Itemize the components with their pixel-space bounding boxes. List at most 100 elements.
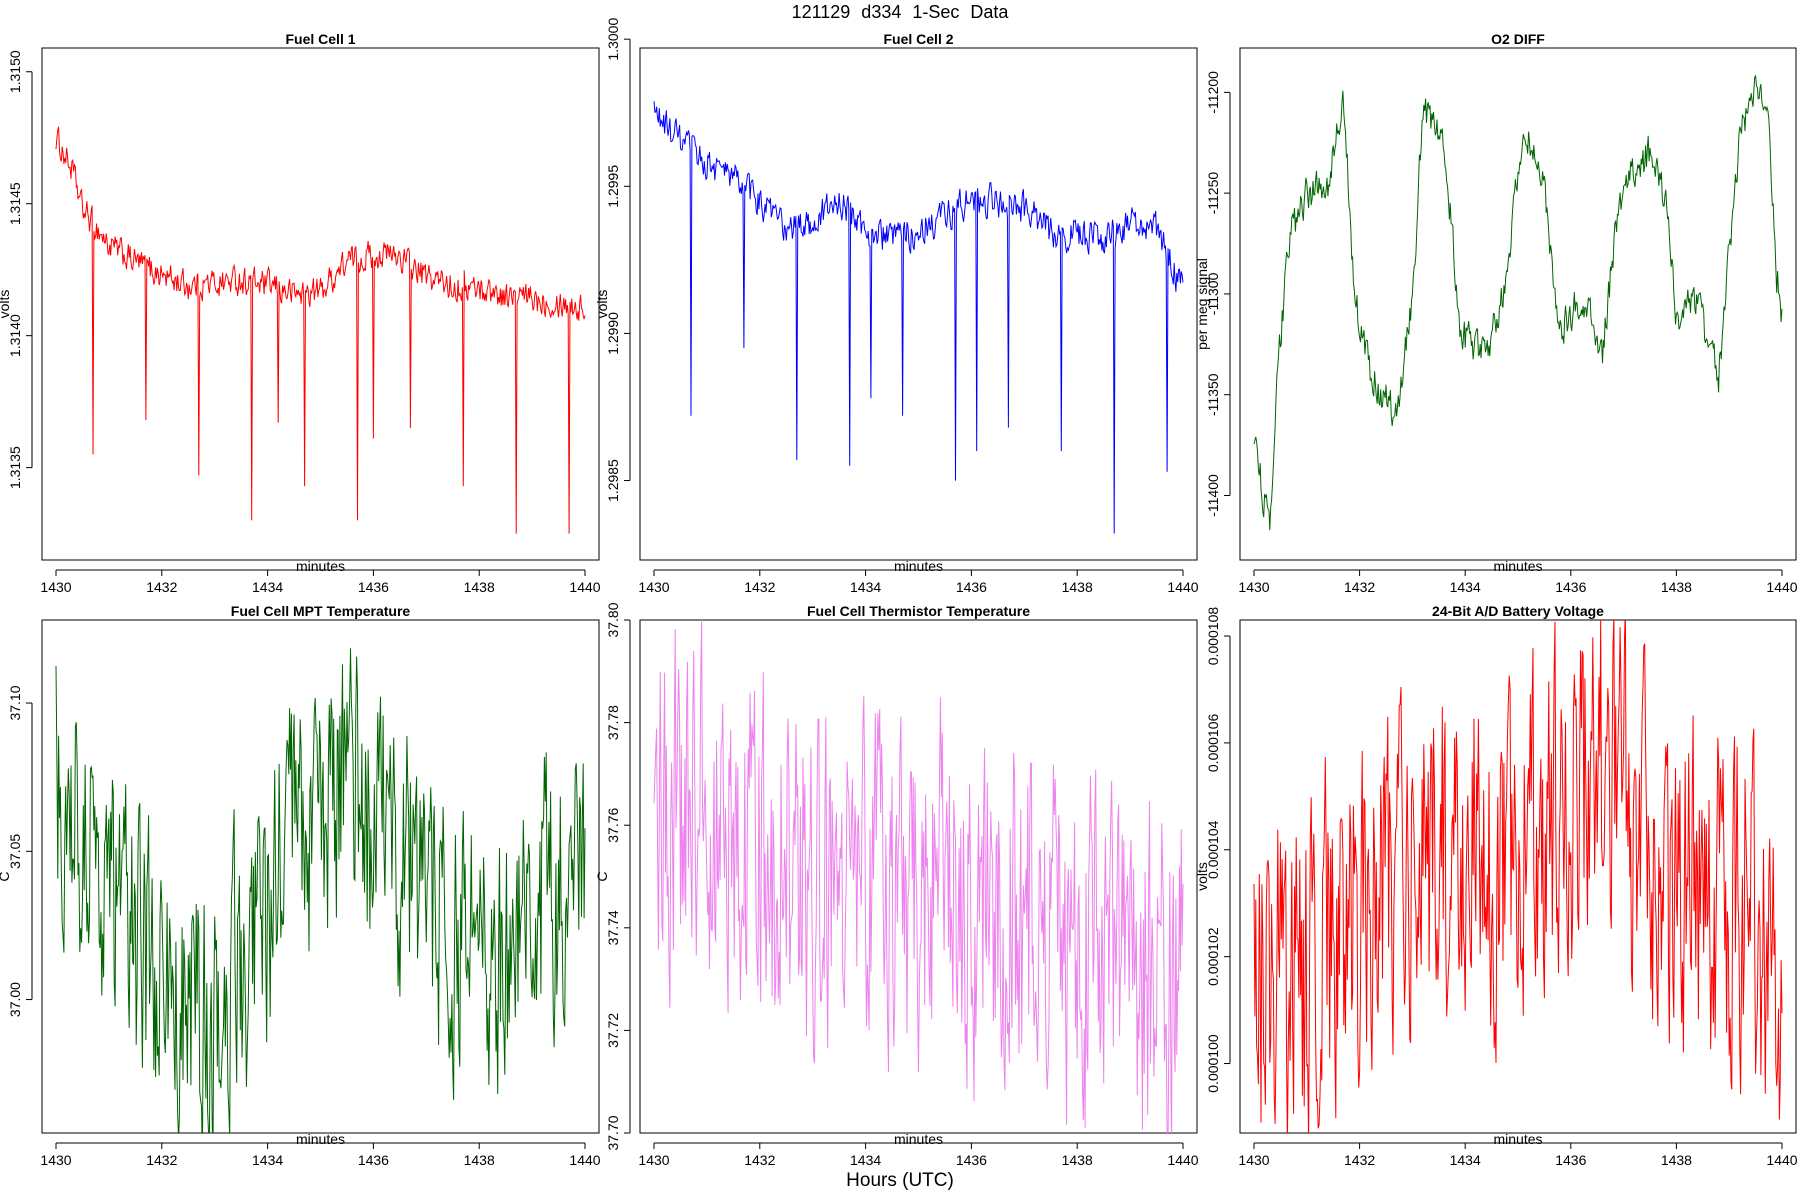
x-tick-label: 1440 — [569, 579, 600, 595]
x-axis-label: minutes — [894, 1131, 943, 1147]
x-tick-label: 1438 — [464, 1152, 495, 1168]
y-axis-label: volts — [594, 290, 610, 319]
x-tick-label: 1436 — [1555, 1152, 1586, 1168]
x-tick-label: 1434 — [252, 1152, 283, 1168]
x-tick-label: 1434 — [850, 579, 881, 595]
x-tick-label: 1430 — [638, 1152, 669, 1168]
x-tick-label: 1438 — [1661, 1152, 1692, 1168]
x-tick-label: 1436 — [956, 579, 987, 595]
series-line — [1253, 74, 1783, 531]
x-tick-label: 1432 — [146, 579, 177, 595]
x-tick-label: 1440 — [1167, 1152, 1198, 1168]
panel-title: Fuel Cell MPT Temperature — [231, 603, 411, 619]
y-tick-label: 1.3140 — [7, 314, 23, 357]
panel-1: Fuel Cell 1 1430 1432 1434 1436 1438 1440 minut… — [0, 31, 601, 595]
x-tick-label: 1436 — [358, 579, 389, 595]
series-line — [653, 620, 1184, 1133]
x-tick-label: 1430 — [1238, 579, 1269, 595]
figure-title: 121129 d334 1-Sec Data — [791, 2, 1009, 22]
y-tick-label: 1.2990 — [605, 312, 621, 355]
y-tick-label: 0.000100 — [1205, 1034, 1221, 1093]
y-tick-label: 1.3145 — [7, 182, 23, 225]
y-axis-label: volts — [1194, 862, 1210, 891]
y-axis-label: per meg signal — [1194, 258, 1210, 350]
series-line — [55, 648, 586, 1133]
y-axis-label: C — [594, 871, 610, 881]
panel-6: 24-Bit A/D Battery Voltage 1430 1432 1434 14… — [1194, 603, 1798, 1168]
y-axis-label: volts — [0, 290, 12, 319]
y-tick-label: 0.000104 — [1205, 820, 1221, 879]
y-tick-label: 1.2985 — [605, 459, 621, 502]
y-tick-label: 1.3150 — [7, 50, 23, 93]
x-tick-label: 1438 — [1661, 579, 1692, 595]
y-tick-label: 37.76 — [605, 807, 621, 842]
y-tick-label: 37.78 — [605, 705, 621, 740]
y-tick-label: 1.3000 — [605, 18, 621, 61]
x-tick-label: 1432 — [1344, 579, 1375, 595]
x-tick-label: 1440 — [1766, 1152, 1797, 1168]
panel-title: Fuel Cell Thermistor Temperature — [807, 603, 1030, 619]
y-tick-label: 0.000102 — [1205, 927, 1221, 986]
panel-title: Fuel Cell 1 — [285, 31, 355, 47]
x-tick-label: 1436 — [956, 1152, 987, 1168]
x-tick-label: 1432 — [744, 1152, 775, 1168]
y-tick-label: -11250 — [1205, 172, 1221, 215]
y-tick-label: -11400 — [1205, 474, 1221, 517]
x-tick-label: 1430 — [40, 1152, 71, 1168]
y-axis-label: C — [0, 871, 12, 881]
panel-title: Fuel Cell 2 — [883, 31, 953, 47]
x-axis-label: minutes — [1493, 558, 1542, 574]
panel-2: Fuel Cell 2 1430 1432 1434 1436 1438 1440 minut… — [594, 18, 1199, 595]
y-tick-label: 37.00 — [7, 982, 23, 1017]
y-tick-label: 37.70 — [605, 1115, 621, 1150]
panel-title: O2 DIFF — [1491, 31, 1545, 47]
x-tick-label: 1430 — [638, 579, 669, 595]
y-tick-label: 0.000106 — [1205, 714, 1221, 773]
plot-frame — [41, 619, 600, 1134]
x-tick-label: 1434 — [1450, 579, 1481, 595]
x-tick-label: 1438 — [464, 579, 495, 595]
plot-frame — [639, 619, 1198, 1134]
x-tick-label: 1440 — [1766, 579, 1797, 595]
x-tick-label: 1438 — [1062, 1152, 1093, 1168]
x-tick-label: 1440 — [569, 1152, 600, 1168]
y-tick-label: 0.000108 — [1205, 607, 1221, 666]
series-line — [1253, 620, 1783, 1133]
x-tick-label: 1430 — [40, 579, 71, 595]
x-tick-label: 1430 — [1238, 1152, 1269, 1168]
y-tick-label: 37.05 — [7, 834, 23, 869]
outer-x-axis-label: Hours (UTC) — [846, 1170, 954, 1191]
x-tick-label: 1436 — [358, 1152, 389, 1168]
panel-3: O2 DIFF 1430 1432 1434 1436 1438 1440 minutes -1… — [1194, 31, 1798, 595]
x-tick-label: 1440 — [1167, 579, 1198, 595]
plot-frame — [639, 47, 1198, 561]
x-axis-label: minutes — [894, 558, 943, 574]
y-tick-label: 37.72 — [605, 1013, 621, 1048]
series-line — [55, 126, 586, 534]
x-tick-label: 1438 — [1062, 579, 1093, 595]
x-axis-label: minutes — [296, 558, 345, 574]
x-tick-label: 1434 — [1450, 1152, 1481, 1168]
plot-frame — [41, 47, 600, 561]
panel-title: 24-Bit A/D Battery Voltage — [1432, 603, 1604, 619]
x-tick-label: 1432 — [1344, 1152, 1375, 1168]
y-tick-label: 1.3135 — [7, 446, 23, 489]
series-line — [653, 101, 1184, 534]
x-tick-label: 1432 — [146, 1152, 177, 1168]
x-tick-label: 1434 — [850, 1152, 881, 1168]
y-tick-label: -11200 — [1205, 71, 1221, 114]
x-axis-label: minutes — [1493, 1131, 1542, 1147]
y-tick-label: 37.74 — [605, 910, 621, 945]
y-tick-label: -11300 — [1205, 272, 1221, 315]
plot-frame — [1239, 47, 1797, 561]
x-tick-label: 1432 — [744, 579, 775, 595]
plot-frame — [1239, 619, 1797, 1134]
x-axis-label: minutes — [296, 1131, 345, 1147]
y-tick-label: 1.2995 — [605, 165, 621, 208]
y-tick-label: 37.10 — [7, 685, 23, 720]
y-tick-label: 37.80 — [605, 602, 621, 637]
x-tick-label: 1436 — [1555, 579, 1586, 595]
panel-5: Fuel Cell Thermistor Temperature 1430 1432… — [594, 602, 1199, 1168]
y-tick-label: -11350 — [1205, 373, 1221, 416]
